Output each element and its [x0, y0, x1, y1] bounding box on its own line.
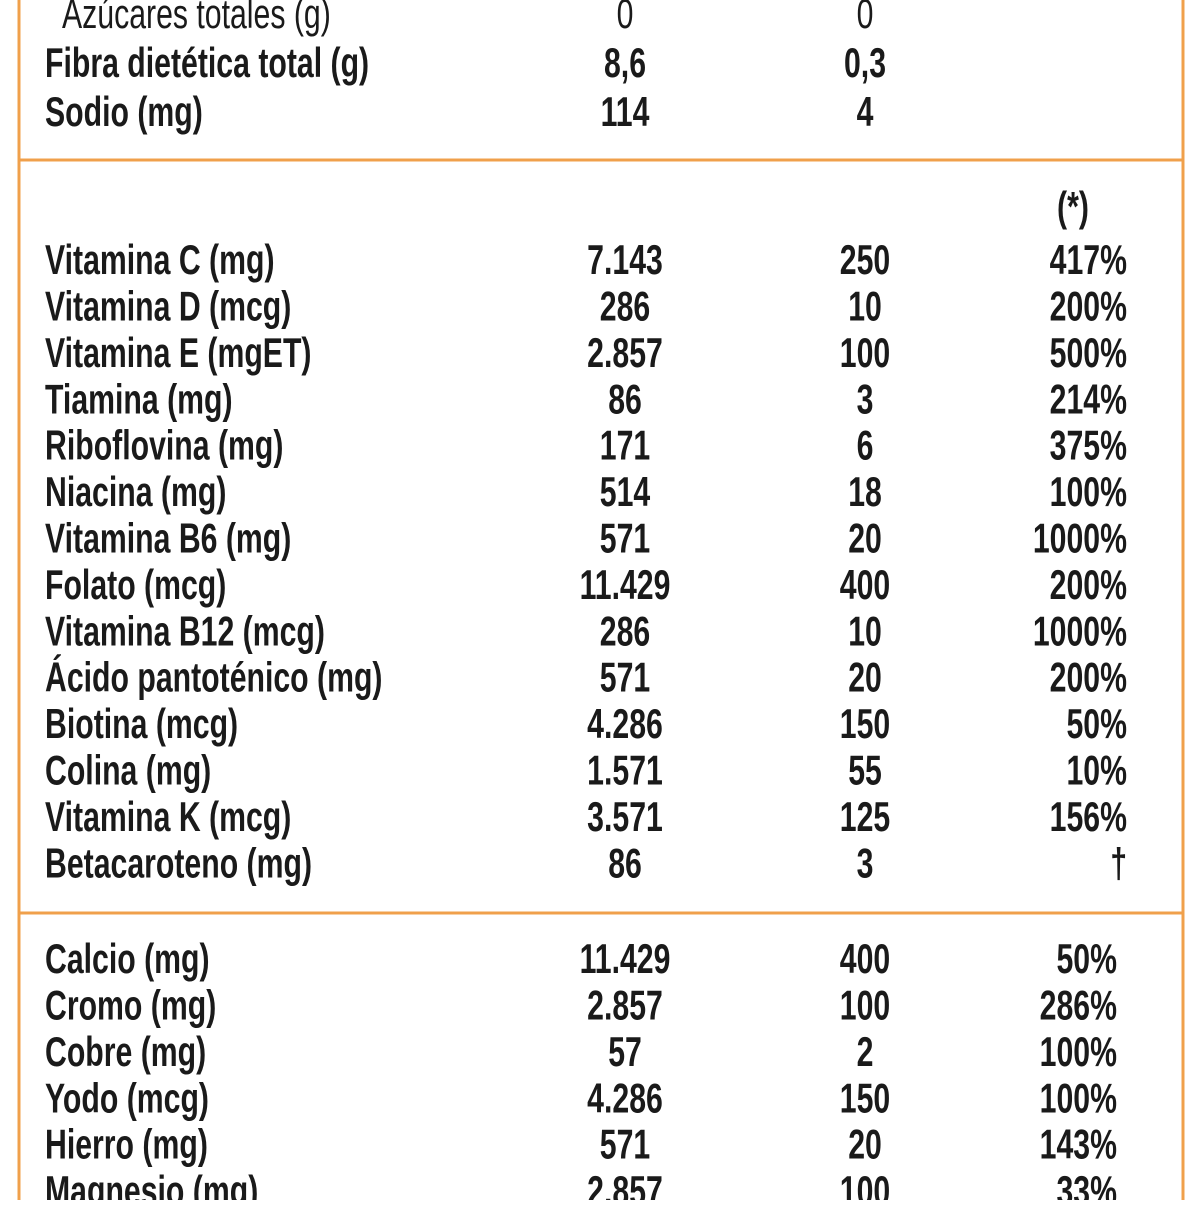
- value-per-100g: 86: [608, 375, 642, 422]
- nutrient-label: Ácido pantoténico (mg): [45, 654, 383, 701]
- percent-value: 33%: [1056, 1167, 1117, 1200]
- value-per-100g: 11.429: [580, 935, 671, 982]
- percent-value: 286%: [1040, 982, 1117, 1029]
- nutrient-label: Calcio (mg): [45, 935, 210, 982]
- percent-value: 100%: [1050, 468, 1127, 515]
- percent-value: 417%: [1050, 236, 1127, 283]
- percent-value: 100%: [1040, 1074, 1117, 1121]
- value-per-100g: 57: [608, 1028, 642, 1075]
- value-per-100g: 571: [600, 515, 650, 562]
- value-per-portion: 20: [848, 515, 882, 562]
- value-per-100g: 2.857: [587, 982, 663, 1029]
- value-per-portion: 125: [840, 793, 890, 840]
- nutrient-label: Vitamina E (mgET): [45, 329, 311, 376]
- column-note: (*): [1057, 183, 1089, 230]
- percent-value: 375%: [1050, 422, 1127, 469]
- value-per-100g: 114: [601, 88, 650, 135]
- value-per-100g: 286: [600, 283, 650, 330]
- value-per-portion: 4: [857, 88, 874, 135]
- value-per-portion: 100: [840, 329, 890, 376]
- percent-value: †: [1110, 839, 1127, 886]
- value-per-100g: 11.429: [580, 561, 671, 608]
- nutrient-label: Hierro (mg): [45, 1121, 208, 1168]
- percent-value: 214%: [1050, 375, 1127, 422]
- nutrient-label: Cobre (mg): [45, 1028, 206, 1075]
- nutrient-label: Colina (mg): [45, 747, 211, 794]
- percent-value: 50%: [1056, 935, 1117, 982]
- nutrient-label: Riboflovina (mg): [45, 422, 283, 469]
- nutrient-label: Azúcares totales (g): [62, 0, 331, 37]
- value-per-100g: 0: [617, 0, 634, 37]
- value-per-100g: 86: [608, 839, 642, 886]
- percent-value: 200%: [1050, 283, 1127, 330]
- nutrient-label: Folato (mcg): [45, 561, 226, 608]
- nutrient-label: Cromo (mg): [45, 982, 216, 1029]
- nutrient-label: Tiamina (mg): [45, 375, 233, 422]
- value-per-100g: 4.286: [587, 700, 663, 747]
- value-per-portion: 400: [840, 935, 890, 982]
- nutrient-label: Fibra dietética total (g): [45, 39, 369, 86]
- percent-value: 10%: [1066, 747, 1127, 794]
- value-per-100g: 514: [600, 468, 651, 515]
- value-per-portion: 6: [857, 422, 874, 469]
- percent-value: 50%: [1066, 700, 1127, 747]
- nutrient-label: Vitamina B12 (mcg): [45, 607, 325, 654]
- nutrient-label: Vitamina D (mcg): [45, 283, 291, 330]
- percent-value: 1000%: [1033, 607, 1127, 654]
- value-per-100g: 4.286: [587, 1074, 663, 1121]
- value-per-100g: 1.571: [587, 747, 663, 794]
- value-per-portion: 100: [840, 982, 890, 1029]
- value-per-portion: 10: [848, 283, 882, 330]
- value-per-portion: 20: [848, 1121, 882, 1168]
- value-per-100g: 571: [600, 1121, 650, 1168]
- value-per-portion: 150: [840, 700, 890, 747]
- value-per-portion: 3: [857, 375, 874, 422]
- nutrient-label: Betacaroteno (mg): [45, 839, 312, 886]
- percent-value: 200%: [1050, 654, 1127, 701]
- nutrient-label: Vitamina K (mcg): [45, 793, 291, 840]
- value-per-100g: 2.857: [587, 329, 663, 376]
- value-per-portion: 150: [840, 1074, 890, 1121]
- value-per-100g: 8,6: [604, 39, 646, 86]
- nutrient-label: Sodio (mg): [45, 88, 203, 135]
- percent-value: 100%: [1040, 1028, 1117, 1075]
- nutrient-label: Magnesio (mg): [45, 1167, 258, 1200]
- value-per-portion: 400: [840, 561, 890, 608]
- value-per-100g: 171: [600, 422, 650, 469]
- value-per-portion: 55: [848, 747, 882, 794]
- value-per-100g: 286: [600, 607, 650, 654]
- value-per-portion: 20: [848, 654, 882, 701]
- percent-value: 500%: [1050, 329, 1127, 376]
- nutrient-label: Biotina (mcg): [45, 700, 238, 747]
- value-per-portion: 18: [848, 468, 882, 515]
- value-per-100g: 2.857: [587, 1167, 663, 1200]
- value-per-portion: 10: [848, 607, 882, 654]
- nutrient-label: Niacina (mg): [45, 468, 226, 515]
- value-per-100g: 571: [600, 654, 650, 701]
- value-per-100g: 3.571: [587, 793, 663, 840]
- value-per-portion: 0,3: [844, 39, 886, 86]
- percent-value: 200%: [1050, 561, 1127, 608]
- percent-value: 143%: [1040, 1121, 1117, 1168]
- percent-value: 1000%: [1033, 515, 1127, 562]
- nutrient-label: Yodo (mcg): [45, 1074, 209, 1121]
- nutrient-label: Vitamina C (mg): [45, 236, 275, 283]
- percent-value: 156%: [1050, 793, 1127, 840]
- nutrient-label: Vitamina B6 (mg): [45, 515, 291, 562]
- value-per-portion: 3: [857, 839, 874, 886]
- value-per-portion: 2: [857, 1028, 874, 1075]
- value-per-portion: 100: [840, 1167, 890, 1200]
- value-per-100g: 7.143: [587, 236, 663, 283]
- value-per-portion: 250: [840, 236, 890, 283]
- value-per-portion: 0: [857, 0, 874, 37]
